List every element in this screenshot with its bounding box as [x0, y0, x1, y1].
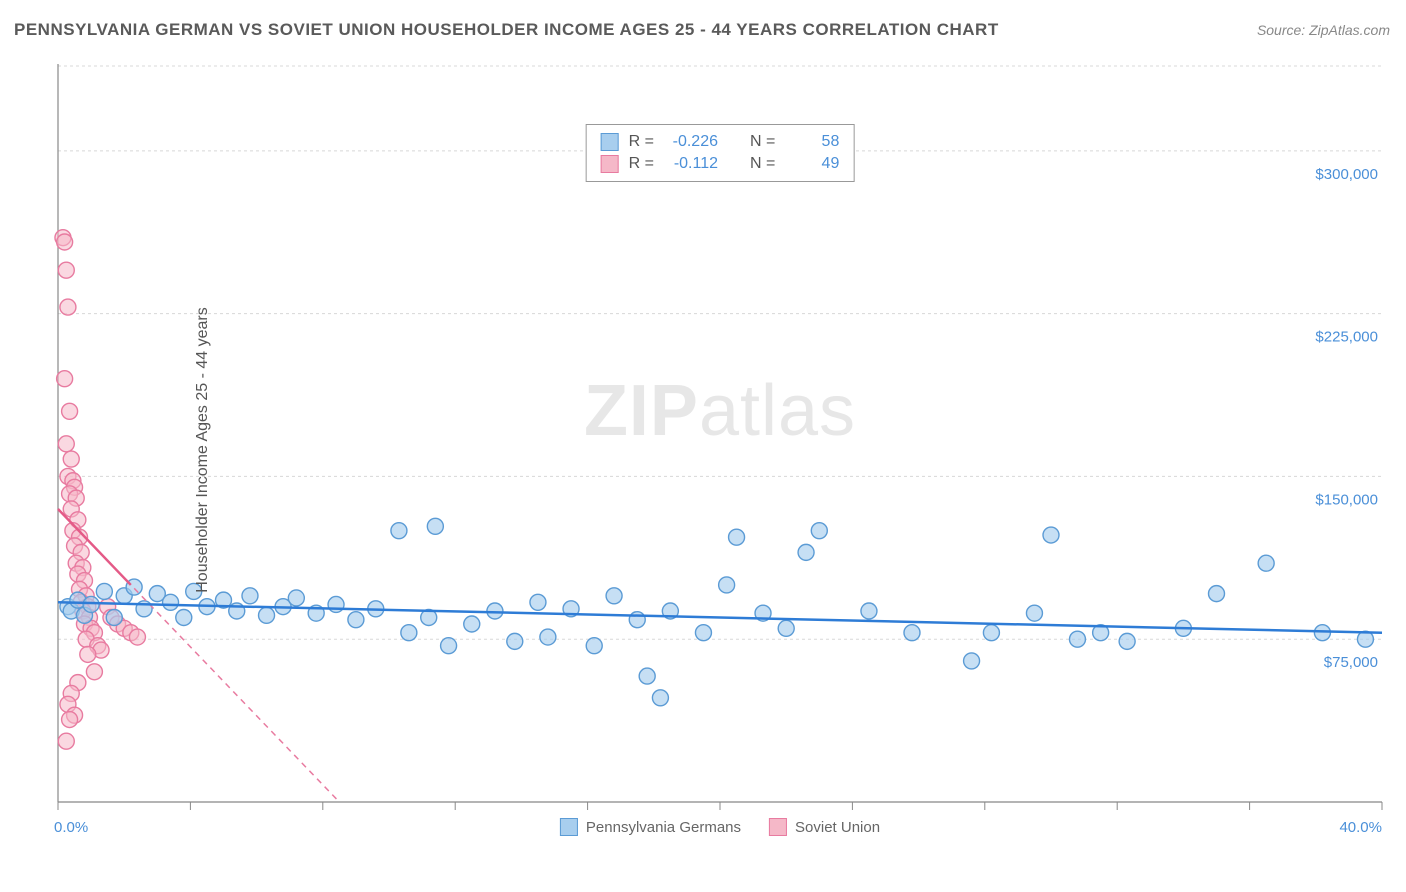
legend: Pennsylvania Germans Soviet Union: [560, 818, 880, 836]
svg-text:$225,000: $225,000: [1315, 329, 1378, 346]
n-label: N =: [750, 155, 775, 173]
n-value: 49: [785, 155, 839, 173]
source-attribution: Source: ZipAtlas.com: [1257, 22, 1390, 38]
correlation-stats-box: R = -0.226 N = 58 R = -0.112 N = 49: [586, 124, 855, 182]
stats-swatch: [601, 155, 619, 173]
chart-area: $75,000 $150,000 $225,000 $300,000 Househol…: [50, 60, 1390, 840]
n-label: N =: [750, 133, 775, 151]
legend-swatch: [769, 818, 787, 836]
r-value: -0.226: [664, 133, 718, 151]
x-axis-max-label: 40.0%: [1339, 819, 1382, 836]
n-value: 58: [785, 133, 839, 151]
legend-item: Pennsylvania Germans: [560, 818, 741, 836]
stats-row: R = -0.226 N = 58: [601, 131, 840, 153]
svg-text:$150,000: $150,000: [1315, 491, 1378, 508]
y-axis-label: Householder Income Ages 25 - 44 years: [194, 307, 212, 593]
r-label: R =: [629, 155, 654, 173]
stats-swatch: [601, 133, 619, 151]
svg-text:$75,000: $75,000: [1324, 654, 1378, 671]
legend-item: Soviet Union: [769, 818, 880, 836]
x-axis-min-label: 0.0%: [54, 819, 88, 836]
legend-label: Pennsylvania Germans: [586, 819, 741, 836]
legend-label: Soviet Union: [795, 819, 880, 836]
stats-row: R = -0.112 N = 49: [601, 153, 840, 175]
svg-text:$300,000: $300,000: [1315, 166, 1378, 183]
legend-swatch: [560, 818, 578, 836]
r-label: R =: [629, 133, 654, 151]
chart-title: PENNSYLVANIA GERMAN VS SOVIET UNION HOUS…: [14, 20, 999, 40]
r-value: -0.112: [664, 155, 718, 173]
